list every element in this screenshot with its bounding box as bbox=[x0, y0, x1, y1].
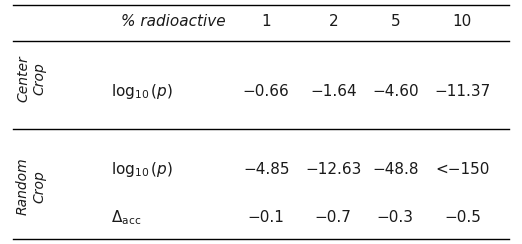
Text: −48.8: −48.8 bbox=[372, 162, 419, 177]
Text: −1.64: −1.64 bbox=[310, 83, 357, 99]
Text: −4.85: −4.85 bbox=[243, 162, 289, 177]
Text: −0.3: −0.3 bbox=[377, 210, 414, 225]
Text: −0.7: −0.7 bbox=[315, 210, 352, 225]
Text: −0.66: −0.66 bbox=[243, 83, 290, 99]
Text: Center
Crop: Center Crop bbox=[16, 56, 46, 102]
Text: 1: 1 bbox=[262, 14, 271, 29]
Text: $\log_{10}(p)$: $\log_{10}(p)$ bbox=[111, 81, 173, 101]
Text: Random
Crop: Random Crop bbox=[16, 158, 46, 215]
Text: −0.1: −0.1 bbox=[248, 210, 284, 225]
Text: 2: 2 bbox=[328, 14, 338, 29]
Text: % radioactive: % radioactive bbox=[121, 14, 226, 29]
Text: −4.60: −4.60 bbox=[372, 83, 419, 99]
Text: −11.37: −11.37 bbox=[434, 83, 491, 99]
Text: <−150: <−150 bbox=[435, 162, 490, 177]
Text: −12.63: −12.63 bbox=[305, 162, 362, 177]
Text: $\Delta_{\mathrm{acc}}$: $\Delta_{\mathrm{acc}}$ bbox=[111, 208, 141, 227]
Text: 10: 10 bbox=[453, 14, 472, 29]
Text: $\log_{10}(p)$: $\log_{10}(p)$ bbox=[111, 160, 173, 179]
Text: −0.5: −0.5 bbox=[444, 210, 481, 225]
Text: 5: 5 bbox=[390, 14, 400, 29]
